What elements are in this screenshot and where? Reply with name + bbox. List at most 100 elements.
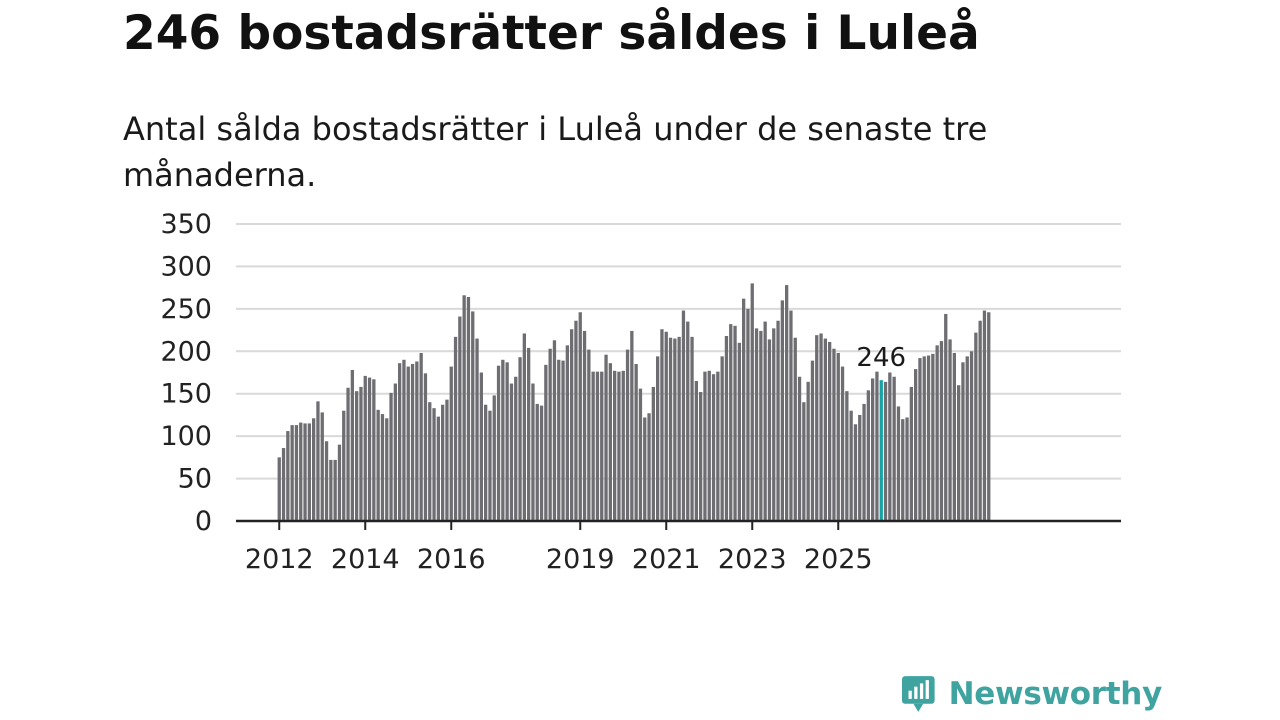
bar[interactable] [329, 459, 333, 521]
bar[interactable] [423, 373, 428, 521]
bar[interactable] [608, 363, 612, 521]
bar[interactable] [617, 371, 621, 521]
bar[interactable] [432, 408, 436, 521]
bar[interactable] [531, 383, 535, 521]
bar[interactable] [767, 339, 772, 521]
bar[interactable] [935, 345, 939, 521]
bar[interactable] [398, 363, 402, 521]
bar[interactable] [557, 359, 561, 521]
bar[interactable] [914, 369, 918, 521]
bar[interactable] [389, 392, 393, 521]
bar[interactable] [600, 371, 604, 521]
bar[interactable] [522, 333, 526, 521]
bar[interactable] [475, 338, 479, 521]
bar[interactable] [277, 457, 281, 521]
bar[interactable] [449, 366, 453, 521]
bar[interactable] [453, 336, 458, 521]
bar[interactable] [294, 425, 299, 521]
bar[interactable] [681, 310, 686, 521]
bar[interactable] [307, 423, 311, 521]
bar[interactable] [720, 356, 724, 521]
bar[interactable] [862, 403, 866, 521]
bar[interactable] [875, 371, 879, 521]
bar[interactable] [909, 386, 913, 521]
bar[interactable] [565, 345, 569, 521]
bar[interactable] [699, 392, 703, 521]
bar[interactable] [299, 422, 303, 521]
bar[interactable] [376, 409, 380, 521]
bar[interactable] [625, 349, 630, 521]
bar[interactable] [896, 406, 901, 521]
bar[interactable] [458, 316, 462, 521]
bar[interactable] [436, 416, 440, 521]
bar[interactable] [441, 404, 445, 521]
bar[interactable] [703, 371, 707, 521]
bar[interactable] [445, 399, 449, 521]
bar[interactable] [836, 352, 840, 521]
bar[interactable] [952, 352, 956, 521]
bar[interactable] [931, 353, 935, 521]
bar[interactable] [355, 391, 359, 521]
bar[interactable] [484, 404, 488, 521]
bar[interactable] [840, 366, 845, 521]
bar[interactable] [969, 351, 974, 521]
bar[interactable] [359, 386, 363, 521]
bar[interactable] [883, 381, 888, 521]
bar[interactable] [664, 331, 668, 521]
bar[interactable] [492, 395, 496, 521]
bar[interactable] [892, 376, 896, 521]
bar[interactable] [978, 320, 982, 521]
bar[interactable] [918, 358, 922, 521]
bar[interactable] [630, 330, 634, 521]
bar[interactable] [974, 332, 978, 521]
bar[interactable] [544, 364, 548, 521]
bar[interactable] [832, 348, 836, 521]
bar[interactable] [754, 328, 759, 521]
bar[interactable] [849, 410, 853, 521]
bar[interactable] [806, 381, 810, 521]
bar[interactable] [385, 418, 389, 521]
bar[interactable] [505, 362, 509, 521]
bar[interactable] [677, 336, 681, 521]
bar[interactable] [501, 359, 505, 521]
bar[interactable] [690, 336, 694, 521]
bar[interactable] [350, 369, 354, 521]
bar[interactable] [828, 341, 832, 521]
bar[interactable] [582, 330, 587, 521]
bar[interactable] [797, 376, 802, 521]
bar[interactable] [587, 349, 591, 521]
bar[interactable] [656, 356, 660, 521]
bar[interactable] [290, 425, 294, 521]
bar[interactable] [694, 380, 698, 521]
bar[interactable] [987, 312, 991, 521]
bar[interactable] [802, 402, 806, 521]
bar[interactable] [823, 338, 827, 521]
bar[interactable] [621, 370, 625, 521]
bar[interactable] [716, 371, 720, 521]
bar[interactable] [363, 375, 367, 521]
bar[interactable] [324, 441, 329, 521]
bar[interactable] [496, 365, 501, 521]
bar[interactable] [711, 374, 716, 521]
bar[interactable] [707, 370, 711, 521]
bar[interactable] [793, 337, 797, 521]
bar[interactable] [965, 356, 969, 521]
bar[interactable] [789, 310, 793, 521]
bar[interactable] [346, 387, 350, 521]
bar[interactable] [604, 354, 608, 521]
bar[interactable] [686, 321, 690, 521]
bar[interactable] [746, 308, 750, 521]
bar[interactable] [737, 342, 741, 521]
bar[interactable] [466, 296, 471, 521]
bar[interactable] [901, 419, 905, 521]
bar[interactable] [548, 348, 552, 521]
bar[interactable] [858, 414, 862, 521]
bar[interactable] [729, 324, 733, 521]
bar[interactable] [785, 285, 789, 521]
bar[interactable] [539, 405, 544, 521]
bar[interactable] [733, 325, 737, 521]
bar[interactable] [415, 361, 419, 521]
bar[interactable] [578, 312, 582, 521]
bar[interactable] [514, 376, 518, 521]
bar[interactable] [591, 371, 595, 521]
